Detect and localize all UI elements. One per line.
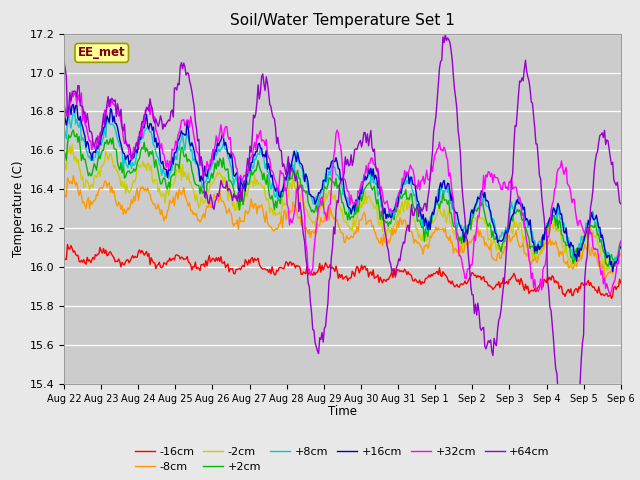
Text: EE_met: EE_met (78, 47, 125, 60)
Line: +2cm: +2cm (64, 130, 621, 266)
-2cm (60, 157, 68, 163)
-8cm (470, 234, 478, 240)
+2cm (399, 191, 407, 197)
+64cm (234, 198, 241, 204)
+16cm (373, 176, 381, 181)
+8cm (470, 204, 478, 210)
+2cm (470, 208, 478, 214)
Line: -16cm: -16cm (64, 244, 621, 299)
-2cm (470, 215, 478, 221)
Legend: -16cm, -8cm, -2cm, +2cm, +8cm, +16cm, +32cm, +64cm: -16cm, -8cm, -2cm, +2cm, +8cm, +16cm, +3… (131, 442, 554, 477)
+16cm (234, 186, 242, 192)
-8cm (296, 214, 304, 219)
+16cm (296, 160, 304, 166)
+64cm (568, 453, 576, 459)
+32cm (373, 168, 381, 174)
+8cm (60, 124, 68, 130)
+32cm (296, 182, 304, 188)
+16cm (609, 269, 616, 275)
+8cm (234, 180, 242, 186)
Line: -2cm: -2cm (64, 145, 621, 270)
+16cm (617, 244, 625, 250)
+32cm (470, 233, 478, 239)
-16cm (296, 264, 304, 270)
+16cm (399, 180, 407, 186)
+16cm (470, 206, 478, 212)
Line: -8cm: -8cm (64, 176, 621, 278)
-16cm (607, 296, 615, 301)
Line: +16cm: +16cm (64, 105, 621, 272)
+2cm (70, 127, 77, 133)
+32cm (617, 238, 625, 244)
X-axis label: Time: Time (328, 405, 357, 418)
-2cm (234, 207, 242, 213)
+2cm (604, 264, 612, 269)
+64cm (372, 164, 380, 169)
-16cm (399, 269, 407, 275)
-2cm (296, 199, 304, 205)
+16cm (60, 108, 68, 114)
-8cm (567, 264, 575, 269)
+32cm (567, 191, 575, 197)
-8cm (373, 236, 381, 241)
+8cm (567, 247, 575, 252)
-16cm (470, 273, 478, 278)
-8cm (234, 227, 242, 232)
-16cm (373, 274, 381, 280)
-16cm (567, 286, 575, 292)
-16cm (617, 280, 625, 286)
+32cm (60, 101, 68, 107)
-16cm (60, 254, 68, 260)
+64cm (399, 244, 406, 250)
+64cm (470, 311, 478, 316)
+64cm (442, 32, 449, 37)
+32cm (607, 291, 614, 297)
+64cm (295, 209, 303, 215)
+8cm (296, 163, 304, 169)
+64cm (60, 58, 68, 64)
+8cm (617, 239, 625, 244)
+2cm (567, 254, 575, 260)
+64cm (617, 201, 625, 206)
+32cm (399, 179, 407, 185)
-8cm (70, 173, 77, 179)
+2cm (617, 243, 625, 249)
-2cm (603, 267, 611, 273)
+32cm (68, 88, 76, 94)
Line: +8cm: +8cm (64, 110, 621, 266)
Y-axis label: Temperature (C): Temperature (C) (12, 160, 25, 257)
+2cm (234, 200, 242, 205)
-2cm (373, 203, 381, 208)
+16cm (70, 102, 77, 108)
Line: +32cm: +32cm (64, 91, 621, 294)
-8cm (399, 217, 407, 223)
-2cm (617, 242, 625, 248)
-2cm (399, 209, 407, 215)
-8cm (617, 252, 625, 257)
+8cm (399, 179, 407, 184)
-16cm (63, 241, 71, 247)
-8cm (602, 275, 609, 281)
+8cm (373, 181, 381, 187)
+2cm (60, 147, 68, 153)
Title: Soil/Water Temperature Set 1: Soil/Water Temperature Set 1 (230, 13, 455, 28)
+32cm (234, 180, 242, 185)
+8cm (70, 107, 78, 113)
-2cm (567, 264, 575, 269)
-16cm (234, 266, 242, 272)
Line: +64cm: +64cm (64, 35, 621, 464)
+8cm (607, 263, 614, 269)
-2cm (68, 142, 76, 148)
+64cm (566, 461, 573, 467)
+2cm (373, 201, 381, 207)
+2cm (296, 176, 304, 181)
+16cm (567, 240, 575, 245)
-8cm (60, 191, 68, 196)
